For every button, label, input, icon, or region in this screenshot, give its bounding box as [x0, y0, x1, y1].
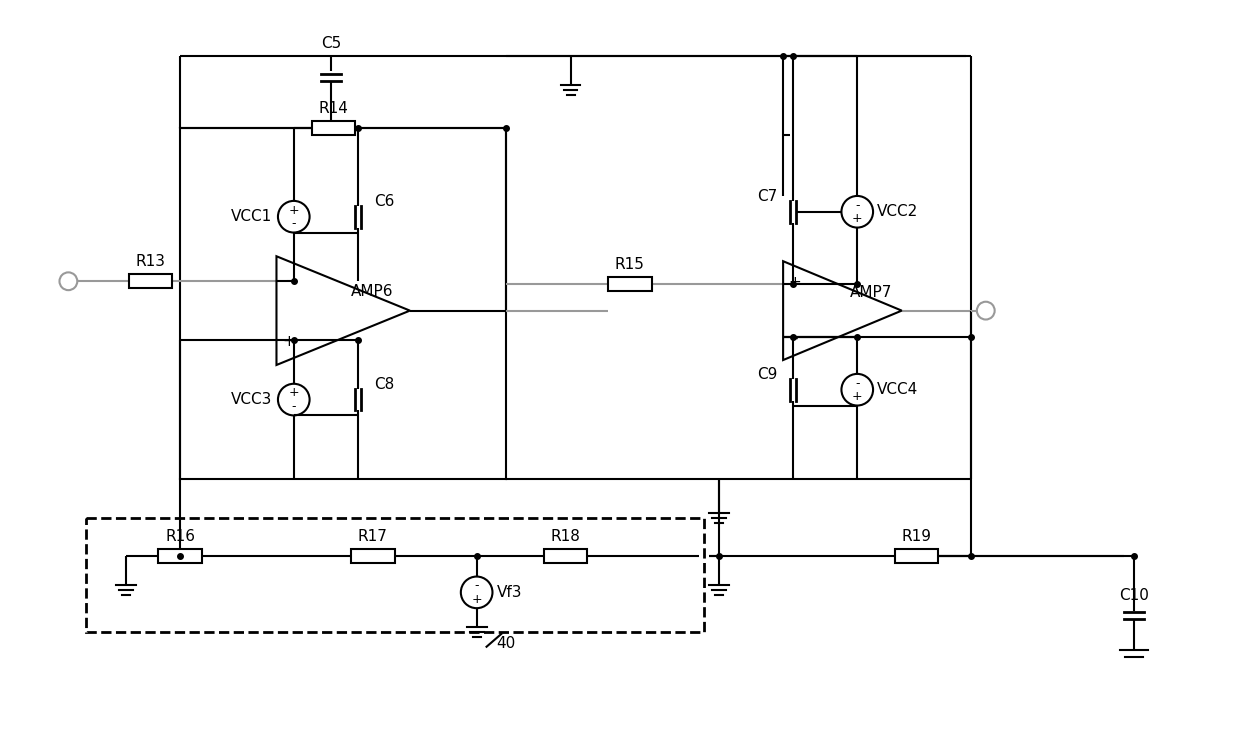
Text: R13: R13 — [135, 254, 165, 270]
Text: VCC3: VCC3 — [231, 392, 272, 407]
Text: C5: C5 — [321, 36, 341, 50]
Text: VCC2: VCC2 — [877, 204, 919, 219]
Text: +: + — [281, 334, 295, 348]
Text: C8: C8 — [373, 377, 394, 391]
Text: C6: C6 — [373, 194, 394, 208]
Bar — [608, 277, 652, 291]
Bar — [544, 549, 588, 563]
Text: -: - — [792, 331, 797, 346]
Bar — [86, 518, 704, 632]
Text: Vf3: Vf3 — [496, 585, 522, 600]
Text: +: + — [289, 203, 299, 217]
Text: +: + — [789, 276, 801, 290]
Text: R18: R18 — [551, 529, 580, 544]
Bar — [895, 549, 939, 563]
Text: C10: C10 — [1120, 588, 1149, 603]
Text: -: - — [291, 217, 296, 230]
Text: 40: 40 — [496, 636, 516, 651]
Text: R15: R15 — [615, 257, 645, 272]
Text: VCC1: VCC1 — [231, 209, 272, 225]
Text: VCC4: VCC4 — [877, 382, 919, 397]
Text: -: - — [475, 580, 479, 592]
Bar — [159, 549, 202, 563]
Text: +: + — [852, 390, 863, 403]
Text: -: - — [291, 399, 296, 413]
Text: +: + — [289, 386, 299, 399]
Text: R17: R17 — [358, 529, 388, 544]
Text: R16: R16 — [165, 529, 195, 544]
Text: AMP6: AMP6 — [351, 284, 393, 299]
Bar — [351, 549, 394, 563]
Text: AMP7: AMP7 — [851, 285, 893, 300]
Text: R14: R14 — [319, 101, 348, 116]
Text: -: - — [856, 198, 859, 211]
Text: C7: C7 — [756, 189, 777, 204]
Text: C9: C9 — [756, 367, 777, 382]
Text: +: + — [471, 593, 482, 606]
Text: -: - — [285, 273, 291, 288]
Text: R19: R19 — [901, 529, 931, 544]
Bar — [311, 121, 355, 135]
Text: -: - — [856, 377, 859, 389]
Bar — [129, 274, 172, 288]
Text: +: + — [852, 212, 863, 225]
